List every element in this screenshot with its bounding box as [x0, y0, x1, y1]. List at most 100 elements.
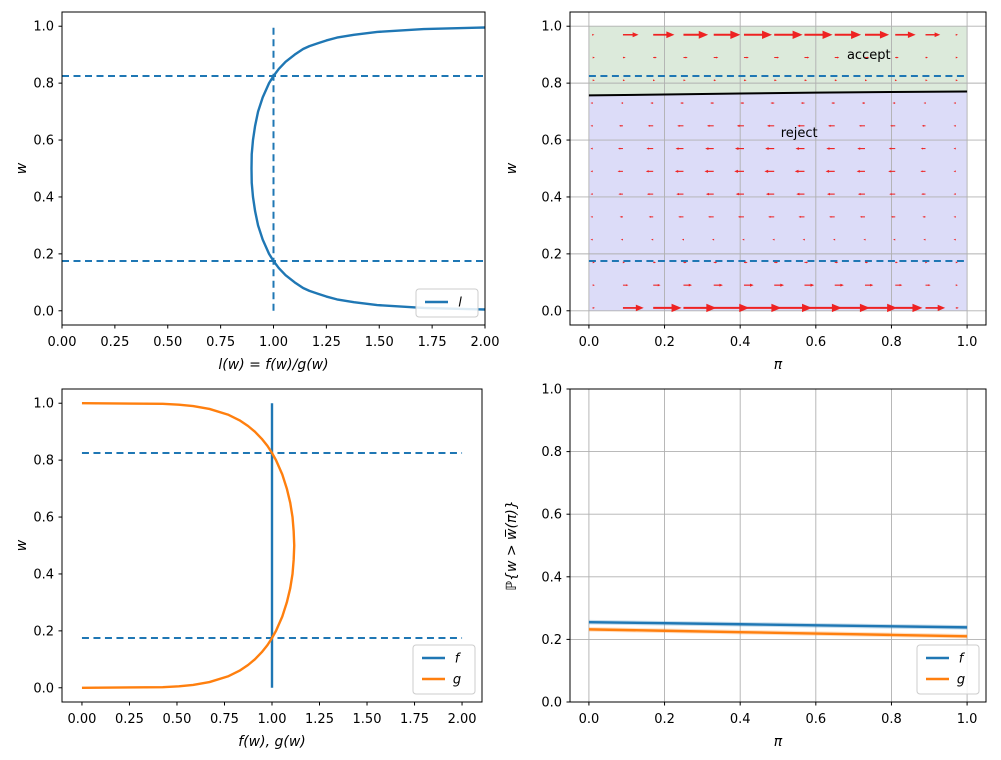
quiver-arrow-head: [829, 215, 832, 218]
quiver-arrow-head: [657, 283, 661, 287]
subplot-tail-probability: 0.0 0.2 0.4 0.6 0.8 1.0 0.0 0.2 0.4 0.6 0.8 1.0 π ℙ{w…: [504, 383, 987, 750]
quiver-arrow-head: [620, 238, 623, 241]
subplot-likelihood-ratio: 0.00 0.25 0.50 0.75 1.00 1.25 1.50 1.75 2.00 0.0 0…: [14, 11, 500, 373]
quiver-arrow-head: [772, 238, 775, 241]
quiver-arrow-head: [802, 238, 805, 241]
annotation-reject: reject: [781, 126, 818, 141]
quiver-arrow-head: [736, 124, 740, 127]
y-axis-label: ℙ{w > w̅(π)}: [504, 500, 520, 591]
y-tick-label: 0.6: [541, 134, 562, 149]
quiver-arrow-head: [762, 30, 773, 39]
x-tick-label: 1.50: [353, 712, 382, 727]
quiver-arrow-head: [742, 238, 745, 241]
quiver-arrow-head: [800, 102, 803, 104]
x-tick-label: 2.00: [448, 712, 477, 727]
quiver-arrow-head: [680, 102, 683, 104]
quiver-arrow-head: [764, 169, 769, 173]
quiver-arrow-head: [654, 56, 657, 59]
x-tick-label: 0.00: [67, 712, 96, 727]
x-tick-label: 1.75: [400, 712, 429, 727]
y-tick-label: 0.6: [33, 511, 54, 526]
quiver-arrow-head: [804, 79, 808, 82]
quiver-arrow-head: [618, 124, 622, 127]
y-tick-label: 0.4: [541, 190, 562, 205]
x-tick-label: 1.00: [258, 712, 287, 727]
quiver-arrow-head: [792, 30, 803, 39]
quiver-arrow-head: [863, 238, 866, 241]
x-tick-label: 0.75: [210, 712, 239, 727]
quiver-arrow-head: [890, 124, 893, 127]
quiver-arrow-head: [740, 102, 743, 104]
quiver-arrow-head: [735, 192, 739, 196]
quiver-arrow-head: [893, 238, 896, 241]
series-group: [588, 619, 968, 639]
gridlines: [570, 12, 986, 325]
quiver-arrow-head: [715, 261, 718, 264]
quiver-arrow-head: [828, 124, 831, 127]
quiver-arrow-head: [698, 30, 709, 39]
quiver-arrow-head: [711, 238, 715, 241]
quiver-arrow-head: [923, 102, 926, 104]
quiver-arrow-head: [590, 238, 593, 241]
quiver-arrow-head: [749, 283, 754, 287]
quiver-arrow-head: [623, 56, 626, 59]
series-g-line: [81, 402, 296, 689]
y-axis-label: w: [14, 539, 30, 551]
y-tick-label: 1.0: [33, 397, 54, 412]
series-group: [81, 402, 296, 689]
quiver-arrow-head: [797, 124, 801, 127]
quiver-arrow-head: [653, 261, 657, 264]
quiver-arrow-head: [907, 31, 916, 39]
quiver-arrow-head: [737, 215, 741, 218]
quiver-arrow-head: [706, 124, 710, 127]
x-tick-label: 1.0: [957, 712, 978, 727]
quiver-arrow-head: [710, 102, 713, 104]
quiver-arrow-head: [744, 79, 747, 82]
y-tick-label: 0.0: [541, 696, 562, 711]
quiver-arrow-head: [590, 124, 593, 127]
quiver-arrow-head: [708, 215, 711, 218]
x-tick-label: 1.0: [957, 335, 978, 350]
quiver-arrow-head: [618, 193, 621, 196]
quiver-arrow-head: [857, 192, 861, 196]
quiver-arrow-head: [953, 124, 956, 127]
quiver-arrow-head: [925, 261, 928, 264]
y-tick-label: 0.4: [33, 567, 54, 582]
quiver-arrow-head: [953, 238, 956, 241]
x-tick-label: 0.25: [115, 712, 144, 727]
quiver-arrow-head: [879, 30, 890, 39]
x-tick-label: 0.50: [153, 335, 182, 350]
decision-boundary-line: [588, 90, 968, 97]
y-tick-label: 0.6: [33, 134, 54, 149]
x-tick-label: 0.0: [579, 335, 600, 350]
quiver-arrow-head: [956, 307, 959, 309]
quiver-arrow-head: [652, 79, 656, 82]
legend: l: [415, 288, 479, 318]
quiver-arrow-head: [920, 147, 923, 150]
x-tick-label: 0.6: [805, 335, 826, 350]
quiver-arrow-head: [767, 124, 770, 127]
y-tick-label: 0.6: [541, 508, 562, 523]
x-tick-label: 2.00: [471, 335, 500, 350]
quiver-arrow-head: [865, 79, 868, 82]
quiver-arrow-head: [825, 169, 830, 173]
quiver-arrow-head: [953, 170, 956, 173]
quiver-arrow-head: [617, 170, 620, 173]
quiver-arrow-head: [684, 261, 687, 264]
quiver-arrow-head: [676, 192, 679, 196]
quiver-arrow-head: [857, 147, 861, 150]
accept-region: [588, 26, 968, 96]
quiver-arrow-head: [706, 303, 717, 313]
quiver-arrow-head: [920, 170, 923, 173]
x-axis-label: π: [774, 734, 783, 750]
quiver-arrow-head: [768, 215, 771, 218]
legend-label-g: g: [957, 673, 965, 688]
axes-spines: [569, 11, 987, 326]
quiver-arrow-head: [953, 193, 956, 196]
quiver-arrow-head: [646, 193, 650, 196]
y-tick-label: 0.2: [541, 247, 562, 262]
quiver-arrow-head: [646, 147, 649, 150]
y-tick-label: 1.0: [541, 20, 562, 35]
quiver-arrow-head: [837, 56, 840, 59]
quiver-arrow-head: [934, 32, 941, 38]
